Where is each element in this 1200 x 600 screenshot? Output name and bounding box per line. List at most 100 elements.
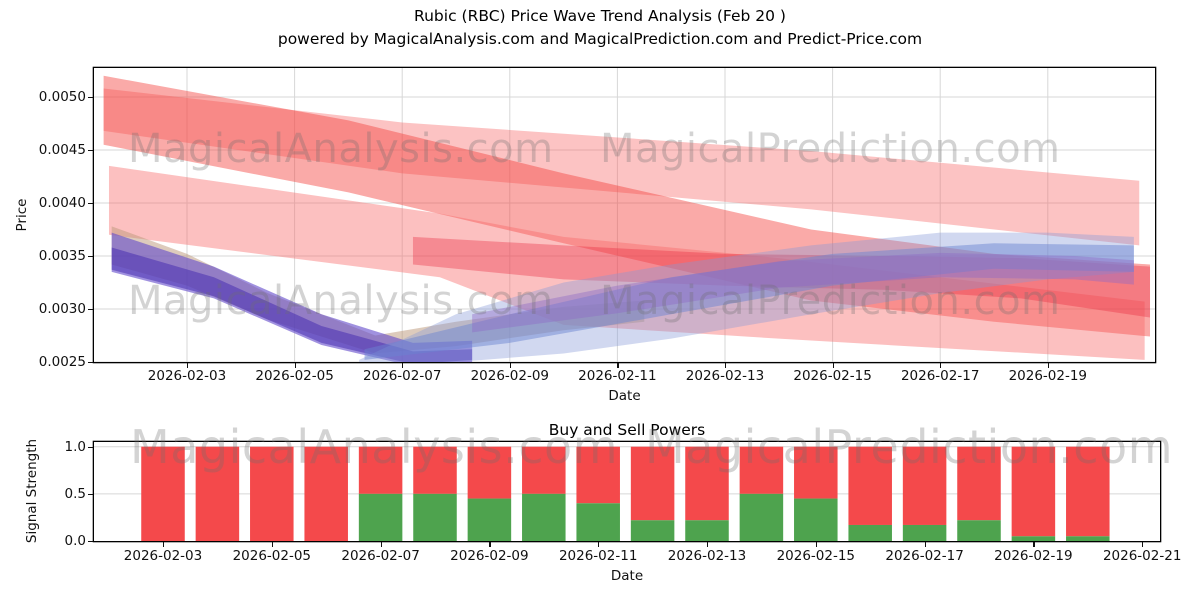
watermark-magicalprediction: MagicalPrediction.com — [645, 420, 1173, 474]
tick-mark — [380, 542, 382, 547]
tick-mark — [88, 541, 93, 543]
buy-bar — [467, 498, 512, 541]
power-chart-title: Buy and Sell Powers — [548, 421, 706, 439]
forecast-band-red-steep — [103, 75, 1151, 337]
forecast-band-pink-lower — [108, 165, 1145, 360]
price-xtick-label: 2026-02-09 — [470, 368, 550, 384]
power-ytick-label: 1.0 — [64, 438, 86, 455]
watermark-magicalprediction: MagicalPrediction.com — [600, 126, 1061, 172]
tick-mark — [815, 542, 818, 547]
wave-band-blue-core — [364, 243, 1134, 360]
power-xtick-label: 2026-02-11 — [558, 548, 638, 564]
sell-bar — [902, 446, 947, 525]
buy-bar — [848, 524, 892, 541]
tick-mark — [940, 363, 942, 368]
forecast-band-pink-upper — [103, 88, 1140, 246]
sell-bar — [1011, 446, 1056, 537]
sell-bar — [630, 446, 675, 521]
price-xtick-label: 2026-02-17 — [900, 368, 980, 384]
price-ytick-label: 0.0035 — [38, 248, 86, 264]
buy-bar — [957, 520, 1001, 541]
tick-mark — [707, 542, 709, 547]
figure-title: Rubic (RBC) Price Wave Trend Analysis (F… — [414, 7, 786, 25]
buy-bar — [630, 520, 675, 541]
power-xtick-label: 2026-02-09 — [450, 548, 529, 564]
power-xtick-label: 2026-02-15 — [776, 548, 856, 564]
wave-band-purple-core — [111, 247, 473, 362]
price-chart-canvas — [94, 68, 1155, 362]
power-xtick-label: 2026-02-13 — [667, 548, 747, 564]
sell-bar — [250, 446, 294, 541]
buy-bar — [902, 524, 947, 541]
tick-mark — [725, 363, 727, 368]
wave-band-purple — [111, 232, 473, 362]
sell-bar — [1066, 446, 1110, 537]
power-ytick-label: 0.5 — [64, 485, 86, 502]
tick-mark — [924, 542, 926, 547]
price-ytick-label: 0.0025 — [38, 354, 86, 370]
watermark-magicalanalysis: MagicalAnalysis.com — [130, 420, 619, 474]
wave-band-blue-fan — [359, 232, 1134, 362]
buy-bar — [1011, 536, 1056, 541]
tick-mark — [509, 363, 512, 368]
tick-mark — [1033, 542, 1035, 547]
tick-mark — [617, 363, 619, 368]
buy-bar — [685, 520, 729, 541]
wave-band-violet-mid — [472, 252, 1134, 333]
power-ylabel: Signal Strength — [24, 438, 40, 544]
price-ytick-label: 0.0040 — [38, 195, 86, 211]
tick-mark — [832, 363, 834, 368]
tick-mark — [88, 150, 93, 152]
sell-bar — [848, 446, 892, 525]
tick-mark — [88, 446, 93, 448]
power-xtick-label: 2026-02-21 — [1102, 548, 1182, 564]
tick-mark — [88, 97, 93, 99]
watermark-magicalprediction: MagicalPrediction.com — [600, 278, 1061, 324]
sell-bar — [739, 446, 784, 494]
sell-bar — [358, 446, 403, 494]
sell-bar — [467, 446, 512, 499]
tick-mark — [88, 309, 93, 311]
price-ytick-label: 0.0050 — [38, 89, 86, 105]
buy-bar — [739, 493, 784, 541]
tick-mark — [294, 363, 296, 368]
power-xtick-label: 2026-02-17 — [885, 548, 964, 564]
tick-mark — [1142, 542, 1144, 547]
price-xtick-label: 2026-02-05 — [255, 368, 334, 384]
tick-mark — [88, 256, 93, 258]
sell-bar — [576, 446, 620, 504]
price-xtick-label: 2026-02-11 — [578, 368, 657, 384]
price-xtick-label: 2026-02-19 — [1008, 368, 1088, 384]
sell-bar — [522, 446, 566, 494]
price-chart-plot — [94, 68, 1155, 362]
buy-bar — [794, 498, 838, 541]
sell-bar — [304, 446, 348, 541]
figure-subtitle: powered by MagicalAnalysis.com and Magic… — [277, 30, 923, 48]
power-chart-plot — [94, 442, 1160, 541]
tick-mark — [187, 363, 189, 368]
buy-bar — [1066, 536, 1110, 541]
price-ytick-label: 0.0045 — [38, 142, 86, 158]
price-ytick-label: 0.0030 — [38, 301, 86, 317]
tick-mark — [88, 203, 93, 205]
wave-band-tan — [111, 226, 645, 354]
sell-bar — [413, 446, 457, 494]
sell-bar — [794, 446, 838, 499]
power-ytick-label: 0.0 — [64, 533, 86, 549]
tick-mark — [88, 362, 93, 364]
sell-bar — [957, 446, 1001, 521]
power-xtick-label: 2026-02-05 — [232, 548, 312, 564]
buy-bar — [413, 493, 457, 541]
tick-mark — [598, 542, 600, 547]
tick-mark — [402, 363, 404, 368]
price-xtick-label: 2026-02-03 — [147, 368, 227, 384]
sell-bar — [141, 446, 185, 541]
power-xtick-label: 2026-02-03 — [123, 548, 203, 564]
sell-bar — [195, 446, 240, 541]
power-xtick-label: 2026-02-07 — [341, 548, 420, 564]
buy-bar — [522, 493, 566, 541]
price-xtick-label: 2026-02-13 — [685, 368, 765, 384]
power-xlabel: Date — [610, 568, 644, 584]
tick-mark — [489, 542, 491, 547]
